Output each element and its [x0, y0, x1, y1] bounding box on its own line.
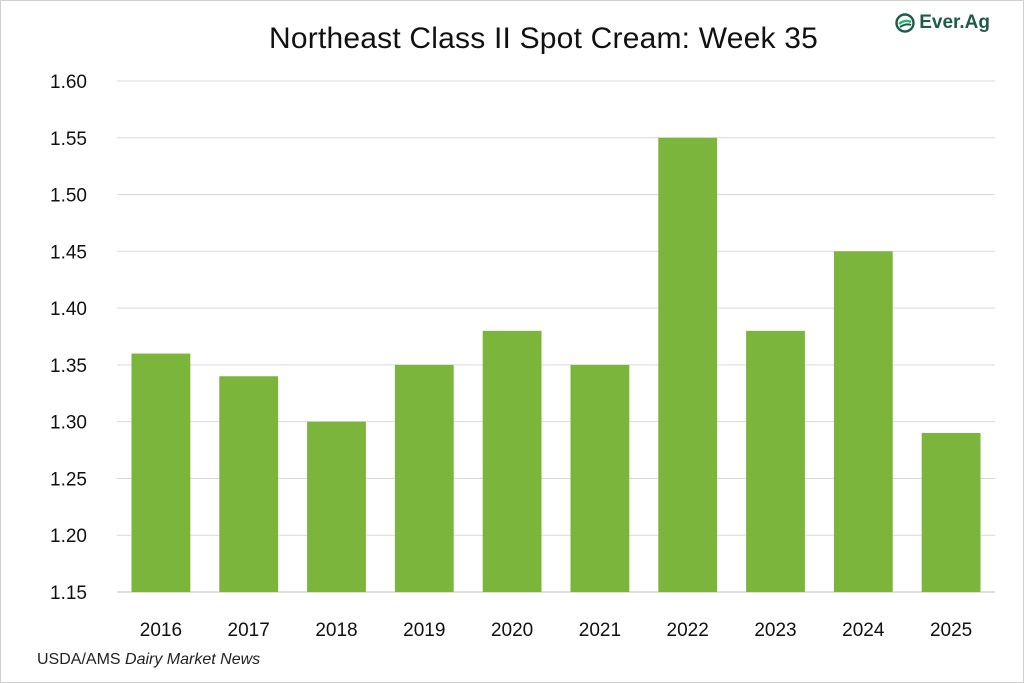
y-tick-label: 1.15: [50, 583, 87, 604]
x-tick-label: 2024: [842, 620, 885, 641]
y-tick-label: 1.40: [50, 299, 87, 320]
y-tick-label: 1.55: [50, 129, 87, 150]
bar-2022: [658, 137, 718, 592]
chart-title: Northeast Class II Spot Cream: Week 35: [269, 22, 818, 55]
x-tick-label: 2019: [403, 620, 445, 641]
x-tick-label: 2023: [754, 620, 796, 641]
bar-2020: [482, 330, 542, 592]
brand-logo: Ever.Ag: [895, 12, 990, 34]
x-tick-label: 2021: [579, 620, 621, 641]
ever-ag-leaf-icon: [895, 13, 915, 33]
x-tick-label: 2022: [667, 620, 709, 641]
y-tick-label: 1.20: [50, 526, 87, 547]
logo-text: Ever.Ag: [919, 12, 990, 33]
y-tick-label: 1.25: [50, 469, 87, 490]
y-tick-label: 1.50: [50, 186, 87, 207]
y-tick-label: 1.60: [50, 72, 87, 93]
bars: [131, 137, 981, 593]
y-tick-label: 1.30: [50, 413, 87, 434]
source-publication: Dairy Market News: [125, 651, 261, 668]
bar-2023: [746, 330, 805, 592]
source-note: USDA/AMS Dairy Market News: [37, 651, 260, 669]
bar-2024: [833, 251, 893, 593]
x-tick-label: 2017: [228, 620, 270, 641]
x-axis-ticks: 2016 2017 2018 2019 2020 2021 2022 2023 2024 2025: [140, 620, 972, 641]
bar-2025: [921, 433, 981, 592]
source-prefix: USDA/AMS: [37, 651, 126, 668]
x-tick-label: 2025: [930, 620, 972, 641]
y-axis-ticks: 1.15 1.20 1.25 1.30 1.35 1.40 1.45 1.50 1.55 1.60: [50, 72, 87, 604]
bar-2017: [219, 376, 279, 592]
bar-2019: [394, 364, 454, 592]
x-tick-label: 2020: [491, 620, 533, 641]
y-tick-label: 1.35: [50, 356, 87, 377]
bar-2016: [131, 353, 191, 592]
x-tick-label: 2018: [315, 620, 357, 641]
y-tick-label: 1.45: [50, 242, 87, 263]
bar-2021: [570, 364, 630, 592]
bar-2018: [307, 421, 366, 592]
x-tick-label: 2016: [140, 620, 182, 641]
